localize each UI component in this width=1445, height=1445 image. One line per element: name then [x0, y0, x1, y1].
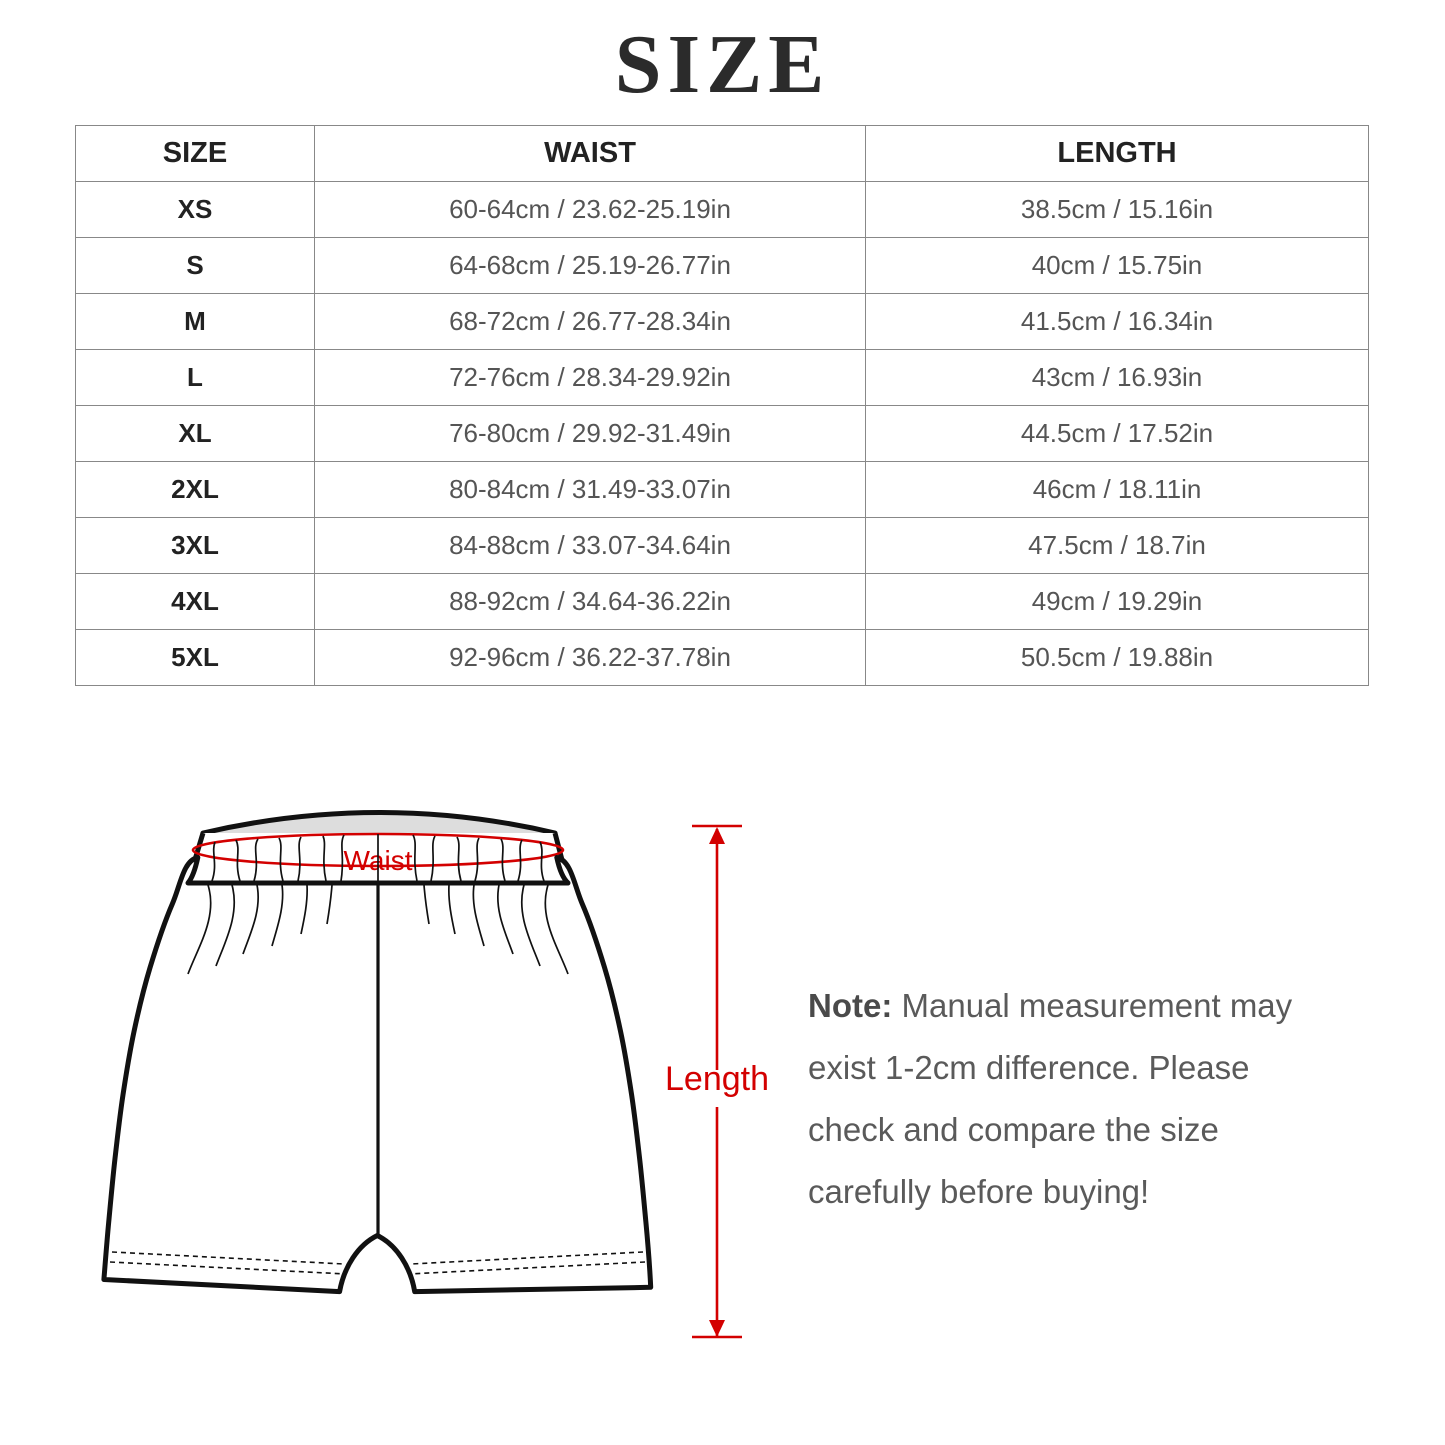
svg-text:Length: Length [665, 1060, 769, 1098]
